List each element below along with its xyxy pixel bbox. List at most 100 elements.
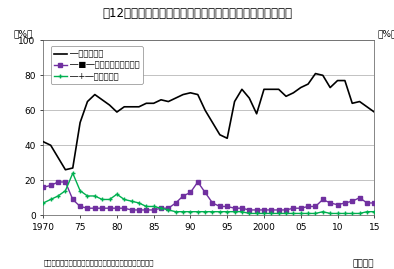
―企業の業績	[129, 105, 134, 108]
―企業の業績	[232, 100, 237, 103]
―■―労働力の確保・定着	[225, 205, 230, 208]
―企業の業績	[284, 95, 288, 98]
―企業の業績	[93, 93, 97, 96]
―+―物価の動向	[232, 210, 237, 213]
―企業の業績	[291, 91, 296, 94]
―+―物価の動向	[41, 201, 46, 204]
―■―労働力の確保・定着	[284, 208, 288, 211]
―■―労働力の確保・定着	[151, 208, 156, 211]
―+―物価の動向	[240, 210, 244, 213]
―■―労働力の確保・定着	[232, 207, 237, 210]
―■―労働力の確保・定着	[166, 207, 171, 210]
―+―物価の動向	[357, 212, 362, 215]
―■―労働力の確保・定着	[85, 207, 90, 210]
―■―労働力の確保・定着	[129, 208, 134, 211]
―+―物価の動向	[291, 212, 296, 215]
―+―物価の動向	[342, 212, 347, 215]
―企業の業績	[78, 121, 82, 124]
―+―物価の動向	[284, 212, 288, 215]
―+―物価の動向	[247, 212, 252, 215]
―+―物価の動向	[320, 210, 325, 213]
―企業の業績	[203, 109, 208, 112]
―■―労働力の確保・定着	[320, 198, 325, 201]
―■―労働力の確保・定着	[240, 207, 244, 210]
―企業の業績	[137, 105, 141, 108]
Legend: ―企業の業績, ―■―労働力の確保・定着, ―+―物価の動向: ―企業の業績, ―■―労働力の確保・定着, ―+―物価の動向	[51, 46, 143, 84]
―+―物価の動向	[159, 207, 164, 210]
―+―物価の動向	[181, 210, 186, 213]
―企業の業績	[313, 72, 318, 75]
Text: 図12　賃金の改定の決定に当たり最も重視した要素の割合: 図12 賃金の改定の決定に当たり最も重視した要素の割合	[102, 7, 292, 20]
―+―物価の動向	[328, 212, 333, 215]
―+―物価の動向	[48, 198, 53, 201]
―+―物価の動向	[350, 212, 355, 215]
―+―物価の動向	[225, 210, 230, 213]
―企業の業績	[262, 88, 266, 91]
―+―物価の動向	[151, 205, 156, 208]
―企業の業績	[298, 86, 303, 89]
―■―労働力の確保・定着	[137, 208, 141, 211]
―■―労働力の確保・定着	[364, 201, 369, 204]
―■―労働力の確保・定着	[372, 201, 377, 204]
―企業の業績	[350, 102, 355, 105]
―+―物価の動向	[298, 212, 303, 215]
―企業の業績	[195, 93, 200, 96]
―■―労働力の確保・定着	[269, 208, 274, 211]
―企業の業績	[71, 166, 75, 169]
―■―労働力の確保・定着	[144, 208, 149, 211]
―+―物価の動向	[335, 212, 340, 215]
―企業の業績	[115, 110, 119, 114]
―+―物価の動向	[85, 194, 90, 197]
―企業の業績	[217, 133, 222, 136]
―+―物価の動向	[173, 210, 178, 213]
―■―労働力の確保・定着	[181, 194, 186, 197]
―■―労働力の確保・定着	[210, 201, 215, 204]
―+―物価の動向	[262, 212, 266, 215]
―■―労働力の確保・定着	[262, 208, 266, 211]
―+―物価の動向	[195, 210, 200, 213]
―企業の業績	[240, 88, 244, 91]
―企業の業績	[306, 82, 310, 86]
―■―労働力の確保・定着	[306, 205, 310, 208]
Text: （%）: （%）	[13, 30, 33, 38]
―企業の業績	[159, 98, 164, 101]
―企業の業績	[364, 105, 369, 108]
―企業の業績	[357, 100, 362, 103]
―■―労働力の確保・定着	[41, 186, 46, 189]
―■―労働力の確保・定着	[107, 207, 112, 210]
―+―物価の動向	[137, 201, 141, 204]
―+―物価の動向	[217, 210, 222, 213]
―■―労働力の確保・定着	[48, 184, 53, 187]
―企業の業績	[225, 137, 230, 140]
―+―物価の動向	[144, 205, 149, 208]
―企業の業績	[210, 121, 215, 124]
―+―物価の動向	[188, 210, 193, 213]
Line: ―■―労働力の確保・定着: ―■―労働力の確保・定着	[42, 180, 376, 212]
―+―物価の動向	[63, 189, 68, 192]
―企業の業績	[247, 97, 252, 100]
―+―物価の動向	[78, 189, 82, 192]
―■―労働力の確保・定着	[100, 207, 104, 210]
―■―労働力の確保・定着	[276, 208, 281, 211]
―企業の業績	[188, 91, 193, 94]
―+―物価の動向	[93, 194, 97, 197]
―+―物価の動向	[276, 212, 281, 215]
Line: ―企業の業績: ―企業の業績	[43, 73, 374, 170]
Text: （資料）厚生労働省「賃金引上げ等の実態に関する調査」: （資料）厚生労働省「賃金引上げ等の実態に関する調査」	[43, 259, 154, 266]
―企業の業績	[269, 88, 274, 91]
―企業の業績	[276, 88, 281, 91]
―企業の業績	[100, 98, 104, 101]
―+―物価の動向	[107, 198, 112, 201]
―■―労働力の確保・定着	[115, 207, 119, 210]
―企業の業績	[181, 93, 186, 96]
―企業の業績	[107, 104, 112, 107]
―企業の業績	[48, 144, 53, 147]
―企業の業績	[342, 79, 347, 82]
―■―労働力の確保・定着	[328, 201, 333, 204]
Text: （暦年）: （暦年）	[353, 259, 374, 268]
―+―物価の動向	[71, 172, 75, 175]
―■―労働力の確保・定着	[291, 207, 296, 210]
―+―物価の動向	[203, 210, 208, 213]
―■―労働力の確保・定着	[357, 196, 362, 199]
―■―労働力の確保・定着	[335, 203, 340, 206]
